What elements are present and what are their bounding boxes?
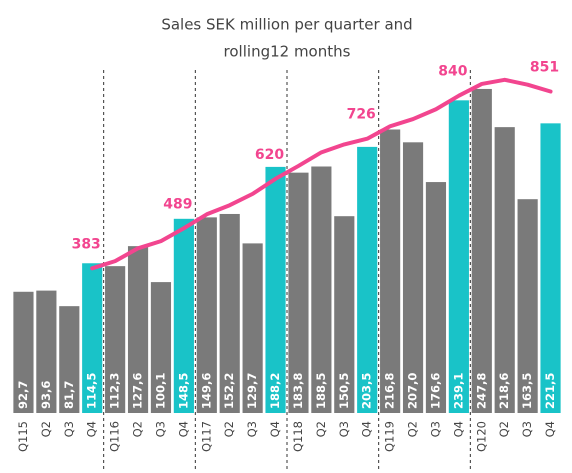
bar-value-label: 150,5: [337, 373, 351, 409]
x-tick-label: Q3: [337, 421, 351, 437]
line-value-label: 851: [530, 60, 559, 76]
line-value-label: 726: [347, 107, 376, 123]
bar-value-label: 221,5: [543, 373, 557, 409]
bar-value-label: 203,5: [360, 373, 374, 409]
bar-value-label: 163,5: [520, 373, 534, 409]
x-tick-label: Q2: [39, 421, 53, 437]
bar: [219, 213, 240, 413]
x-tick-label: Q2: [497, 421, 511, 437]
bar: [173, 218, 194, 413]
bar: [196, 217, 217, 413]
x-tick-label: Q4: [268, 421, 282, 437]
bar: [127, 246, 149, 413]
x-tick-label: Q4: [85, 421, 99, 437]
bar-value-label: 129,7: [245, 373, 259, 409]
bar-value-label: 207,0: [406, 373, 420, 409]
bar-value-label: 81,7: [62, 381, 76, 409]
bar: [425, 182, 447, 413]
x-tick-label: Q3: [428, 421, 442, 437]
x-tick-label: Q117: [199, 421, 213, 452]
line-value-label: 620: [255, 147, 284, 163]
line-value-label: 840: [438, 64, 467, 80]
x-tick-label: Q119: [383, 421, 397, 452]
chart-title: Sales SEK million per quarter and: [161, 16, 412, 34]
bar: [288, 172, 309, 413]
x-tick-label: Q118: [291, 421, 305, 452]
bar: [494, 127, 515, 413]
line-value-label: 383: [72, 236, 101, 252]
bar: [448, 100, 469, 413]
x-tick-label: Q3: [153, 421, 167, 437]
bar: [540, 123, 561, 413]
x-tick-label: Q116: [108, 421, 122, 452]
bar-value-label: 92,7: [16, 381, 30, 409]
x-tick-label: Q4: [451, 421, 465, 437]
x-tick-label: Q3: [245, 421, 259, 437]
rolling-line: [90, 77, 553, 271]
bar: [380, 129, 401, 413]
x-tick-label: Q3: [520, 421, 534, 437]
bar: [334, 216, 355, 413]
x-tick-label: Q2: [131, 421, 145, 437]
bar: [105, 266, 126, 413]
bar-value-label: 218,6: [497, 373, 511, 409]
bar-value-label: 152,2: [222, 373, 236, 409]
bar: [36, 290, 57, 413]
line-value-label: 489: [163, 196, 192, 212]
x-tick-label: Q2: [222, 421, 236, 437]
bar-value-label: 188,5: [314, 373, 328, 409]
x-tick-label: Q115: [16, 421, 30, 452]
bar-value-label: 148,5: [176, 373, 190, 409]
x-tick-label: Q120: [474, 421, 488, 452]
x-tick-label: Q2: [406, 421, 420, 437]
bar: [265, 166, 286, 413]
bar: [311, 166, 332, 413]
bar: [242, 243, 263, 413]
bar-value-label: 112,3: [108, 373, 122, 409]
bar-value-label: 93,6: [39, 381, 53, 409]
bar: [82, 263, 103, 413]
x-tick-label: Q4: [360, 421, 374, 437]
bar-value-label: 183,8: [291, 373, 305, 409]
x-tick-label: Q4: [543, 421, 557, 437]
x-tick-label: Q3: [62, 421, 76, 437]
bar: [402, 142, 424, 414]
chart-title: rolling12 months: [224, 43, 351, 61]
x-tick-label: Q2: [314, 421, 328, 437]
bar-value-label: 188,2: [268, 373, 282, 409]
bar-value-label: 114,5: [85, 373, 99, 409]
bar: [357, 146, 378, 413]
bar: [150, 282, 172, 413]
bar-value-label: 100,1: [153, 373, 167, 409]
bar-value-label: 149,6: [199, 373, 213, 409]
bar-value-label: 176,6: [428, 373, 442, 409]
bar-value-label: 247,8: [474, 373, 488, 409]
bar: [13, 291, 34, 413]
bar-value-label: 239,1: [451, 373, 465, 409]
bar: [471, 88, 492, 413]
bar: [517, 199, 538, 413]
bar-value-label: 216,8: [383, 373, 397, 409]
x-tick-label: Q4: [176, 421, 190, 437]
bar-value-label: 127,6: [131, 373, 145, 409]
bar: [59, 306, 80, 413]
